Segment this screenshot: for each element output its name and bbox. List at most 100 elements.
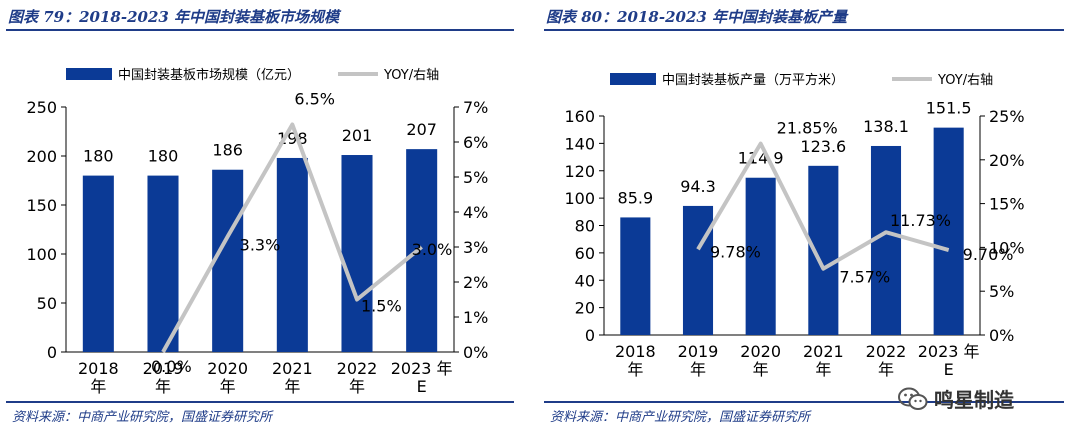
category-label: 2018 (615, 342, 656, 361)
right-tick-label: 2% (463, 273, 488, 292)
left-source-note: 资料来源：中商产业研究院，国盛证券研究所 (12, 410, 273, 425)
yoy-line (161, 122, 423, 353)
left-tick-label: 50 (37, 294, 57, 313)
bar (933, 127, 964, 336)
left-tick-label: 150 (26, 196, 57, 215)
bar (276, 157, 308, 352)
category-label-line2: 年 (155, 377, 171, 396)
left-tick-label: 0 (47, 343, 57, 362)
bar-value-label: 123.6 (800, 137, 846, 156)
category-label-line2: 年 (284, 377, 300, 396)
left-tick-label: 20 (575, 299, 595, 318)
bar-value-label: 85.9 (618, 188, 654, 207)
left-tick-label: 100 (564, 189, 595, 208)
category-label-line2: E (417, 377, 427, 396)
right-tick-label: 0% (989, 326, 1014, 345)
right-tick-label: 4% (463, 203, 488, 222)
category-label-line2: 年 (878, 360, 894, 379)
left-tick-label: 60 (575, 244, 595, 263)
category-label: 2020 (207, 359, 248, 378)
right-tick-label: 1% (463, 308, 488, 327)
bar (82, 175, 114, 352)
bar-value-label: 186 (212, 141, 243, 160)
right-tick-label: 0% (463, 343, 488, 362)
right-source-note: 资料来源：中商产业研究院，国盛证券研究所 (550, 410, 811, 425)
legend-bar-swatch (610, 73, 656, 85)
right-tick-label: 15% (989, 195, 1025, 214)
bar (212, 169, 244, 352)
right-tick-label: 3% (463, 238, 488, 257)
right-tick-label: 20% (989, 151, 1025, 170)
yoy-value-label: 9.78% (710, 242, 761, 261)
bar-value-label: 94.3 (680, 177, 716, 196)
bar (870, 145, 902, 335)
yoy-value-label: 21.85% (777, 119, 838, 138)
category-label-line2: 年 (220, 377, 236, 396)
left-source-rule (6, 401, 514, 403)
right-tick-label: 10% (989, 238, 1025, 257)
yoy-value-label: 9.70% (963, 245, 1014, 264)
left-chart: 中国封装基板市场规模（亿元） YOY/右轴 0 50 100 150 200 250 0% 1% 2… (26, 67, 488, 396)
right-figure-title: 图表 80：2018-2023 年中国封装基板产量 (546, 8, 848, 26)
left-figure-title: 图表 79：2018-2023 年中国封装基板市场规模 (8, 8, 340, 26)
category-label: 2023 年 (391, 359, 453, 378)
bar (147, 175, 179, 352)
right-tick-label: 5% (463, 168, 488, 187)
left-tick-label: 100 (26, 245, 57, 264)
yoy-value-label: 11.73% (890, 211, 951, 230)
category-label: 2019 (678, 342, 719, 361)
watermark: 鸣星制造 (898, 384, 1014, 413)
left-tick-label: 160 (564, 107, 595, 126)
bar-value-label: 138.1 (863, 117, 909, 136)
yoy-value-label: 3.3% (240, 236, 281, 255)
category-label-line2: 年 (815, 360, 831, 379)
left-tick-label: 80 (575, 217, 595, 236)
watermark-text: 鸣星制造 (934, 388, 1014, 412)
bar (341, 155, 373, 352)
left-tick-label: 250 (26, 98, 57, 117)
right-tick-label: 25% (989, 107, 1025, 126)
yoy-value-label: 1.5% (361, 297, 402, 316)
left-tick-label: 200 (26, 147, 57, 166)
left-tick-label: 0 (585, 326, 595, 345)
left-tick-label: 40 (575, 271, 595, 290)
right-chart: 中国封装基板产量（万平方米） YOY/右轴 0 20 40 60 80 100 120 140 16… (564, 72, 1025, 379)
category-label-line2: 年 (627, 360, 643, 379)
left-tick-label: 140 (564, 134, 595, 153)
category-label: 2020 (740, 342, 781, 361)
legend-bar-swatch (66, 68, 112, 80)
bar-value-label: 207 (406, 120, 437, 139)
legend-line-label: YOY/右轴 (383, 68, 439, 83)
left-title-rule (6, 29, 514, 31)
right-source-rule (544, 401, 1064, 403)
category-label: 2022 (337, 359, 378, 378)
category-label-line2: 年 (90, 377, 106, 396)
category-label: 2021 (803, 342, 844, 361)
yoy-line (696, 141, 950, 271)
category-label: 2021 (272, 359, 313, 378)
left-tick-label: 120 (564, 162, 595, 181)
category-label-line2: 年 (690, 360, 706, 379)
bar (406, 149, 438, 352)
yoy-value-label: 0.0% (151, 357, 192, 376)
wechat-icon (898, 387, 928, 410)
right-title-rule (544, 29, 1064, 31)
category-label: 2022 (866, 342, 907, 361)
right-tick-label: 7% (463, 98, 488, 117)
legend-bar-label: 中国封装基板市场规模（亿元） (118, 67, 300, 83)
legend-bar-label: 中国封装基板产量（万平方米） (662, 72, 844, 88)
right-tick-label: 6% (463, 133, 488, 152)
right-tick-label: 5% (989, 282, 1014, 301)
bar-value-label: 180 (148, 147, 179, 166)
yoy-value-label: 7.57% (839, 268, 890, 287)
bar-value-label: 201 (342, 126, 373, 145)
category-label: 2019 (143, 359, 184, 378)
legend-line-label: YOY/右轴 (937, 73, 993, 88)
bar (682, 205, 714, 335)
category-label-line2: 年 (349, 377, 365, 396)
bar-value-label: 151.5 (926, 99, 972, 118)
bar (620, 217, 651, 335)
category-label: 2023 年 (918, 342, 980, 361)
category-label: 2018 (78, 359, 119, 378)
bar (745, 177, 776, 335)
